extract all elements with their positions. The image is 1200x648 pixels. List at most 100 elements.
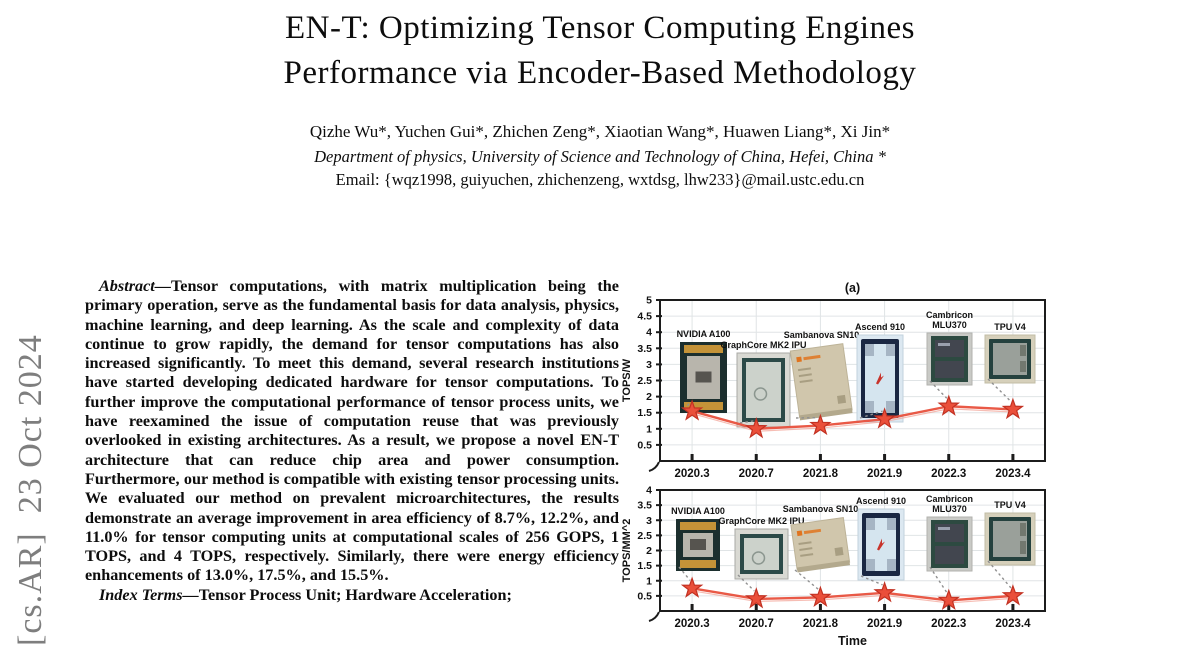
chip-layer [695, 371, 712, 383]
chip-label: NVIDIA A100 [677, 329, 731, 339]
chip-image-ascend-910 [857, 508, 905, 581]
arxiv-stamp: [cs.AR] 23 Oct 2024 [12, 334, 49, 646]
chip-tilt-group [790, 516, 851, 573]
chip-label: GraphCore MK2 IPU [718, 516, 804, 526]
y-axis-label: TOPS/W [621, 358, 633, 402]
chip-layer [886, 401, 895, 413]
y-tick-label: 4 [646, 485, 652, 497]
chip-layer [865, 401, 874, 413]
chip-layer [1020, 541, 1026, 554]
data-point-star [1001, 397, 1025, 420]
data-point-star [809, 585, 832, 607]
chip-layer [866, 518, 875, 530]
chip-layer [837, 394, 847, 404]
chip-layer [796, 560, 851, 573]
series-line [691, 405, 1013, 430]
authors-line: Qizhe Wu*, Yuchen Gui*, Zhichen Zeng*, X… [309, 122, 891, 141]
chip-layer [796, 356, 802, 363]
data-point-star [680, 576, 704, 598]
data-point-star [937, 394, 961, 416]
y-tick-label: 2 [646, 545, 652, 557]
chip-layer [938, 343, 950, 346]
y-tick-label: 4.5 [637, 311, 652, 323]
index-terms-text: Tensor Process Unit; Hardware Accelerati… [198, 585, 512, 604]
chip-layer [935, 340, 964, 357]
x-tick-label: 2021.9 [867, 618, 902, 630]
paper-header: EN-T: Optimizing Tensor Computing Engine… [0, 6, 1200, 96]
y-tick-label: 2.5 [637, 375, 652, 387]
abstract-label: Abstract— [99, 277, 171, 295]
series-line [691, 587, 1014, 602]
y-tick-label: 1.5 [637, 560, 652, 572]
chip-layer [798, 541, 812, 546]
data-point-star [1001, 584, 1025, 606]
x-tick-label: 2022.3 [931, 618, 966, 630]
axis-corner-hook [648, 461, 660, 472]
chip-layer [1020, 523, 1026, 536]
x-axis-label: Time [838, 634, 867, 648]
chip-image-cambricon-mlu370 [926, 516, 973, 572]
chip-layer [803, 354, 821, 361]
chip-label: MLU370 [932, 504, 967, 514]
abstract-paragraph: Abstract—Tensor computations, with matri… [85, 277, 619, 586]
chip-label: Ascend 910 [856, 496, 906, 506]
connector-line [794, 569, 819, 590]
chip-layer [798, 373, 812, 378]
y-axis-label: TOPS/MM^2 [621, 519, 633, 583]
chip-layer [938, 527, 950, 530]
x-tick-label: 2021.8 [803, 468, 839, 480]
chip-layer [935, 546, 964, 564]
y-tick-label: 0.5 [637, 439, 652, 451]
x-tick-label: 2020.7 [739, 468, 774, 480]
chip-label: Sambanova SN10 [783, 504, 859, 514]
index-terms-paragraph: Index Terms—Tensor Process Unit; Hardwar… [85, 586, 619, 605]
x-tick-label: 2022.3 [931, 468, 966, 480]
data-point-star [937, 588, 961, 610]
chip-label: Sambanova SN10 [784, 330, 860, 340]
affiliation-line: Department of physics, University of Sci… [314, 147, 886, 166]
x-tick-label: 2020.7 [739, 618, 774, 630]
chip-image-tpu-v4 [984, 334, 1036, 384]
x-tick-label: 2021.8 [803, 618, 839, 630]
chip-layer [887, 518, 896, 530]
paper-title-line1: EN-T: Optimizing Tensor Computing Engine… [284, 10, 916, 46]
connector-line [860, 575, 883, 586]
connector-line [987, 560, 1012, 589]
chip-image-graphcore-mk2-ipu [736, 352, 791, 428]
chip-layer [799, 547, 813, 551]
x-tick-label: 2023.4 [995, 618, 1031, 630]
chip-tilt-group [789, 343, 853, 421]
chip-layer [789, 343, 853, 418]
chip-layer [680, 522, 716, 530]
chip-layer [1020, 345, 1026, 356]
chip-layer [751, 551, 766, 565]
y-tick-label: 4 [646, 327, 652, 339]
chip-layer [834, 546, 844, 556]
connector-line [737, 574, 755, 592]
chip-layer [865, 344, 874, 356]
data-point-star [744, 416, 768, 439]
chip-label: MLU370 [932, 320, 967, 330]
chip-layer [680, 560, 716, 568]
chip-image-nvidia-a100 [680, 342, 727, 413]
abstract-column: Abstract—Tensor computations, with matri… [85, 277, 619, 605]
data-point-star [873, 581, 896, 603]
y-tick-label: 1 [646, 575, 652, 587]
chip-image-ascend-910 [856, 334, 904, 423]
y-tick-label: 1.5 [637, 407, 652, 419]
chip-layer [744, 538, 779, 570]
email-line: Email: {wqz1998, guiyuchen, zhichenzeng,… [335, 170, 865, 189]
chip-layer [746, 362, 781, 418]
chip-layer [887, 559, 896, 571]
x-tick-label: 2020.3 [674, 468, 709, 480]
chip-layer [935, 524, 964, 542]
x-tick-label: 2020.3 [674, 618, 709, 630]
index-terms-label: Index Terms— [99, 585, 199, 604]
chip-image-nvidia-a100 [676, 519, 720, 571]
y-tick-label: 3 [646, 359, 652, 371]
chip-image-sambanova-sn10 [789, 343, 853, 421]
subplot-label: (a) [845, 281, 860, 295]
data-point-star [873, 407, 896, 429]
